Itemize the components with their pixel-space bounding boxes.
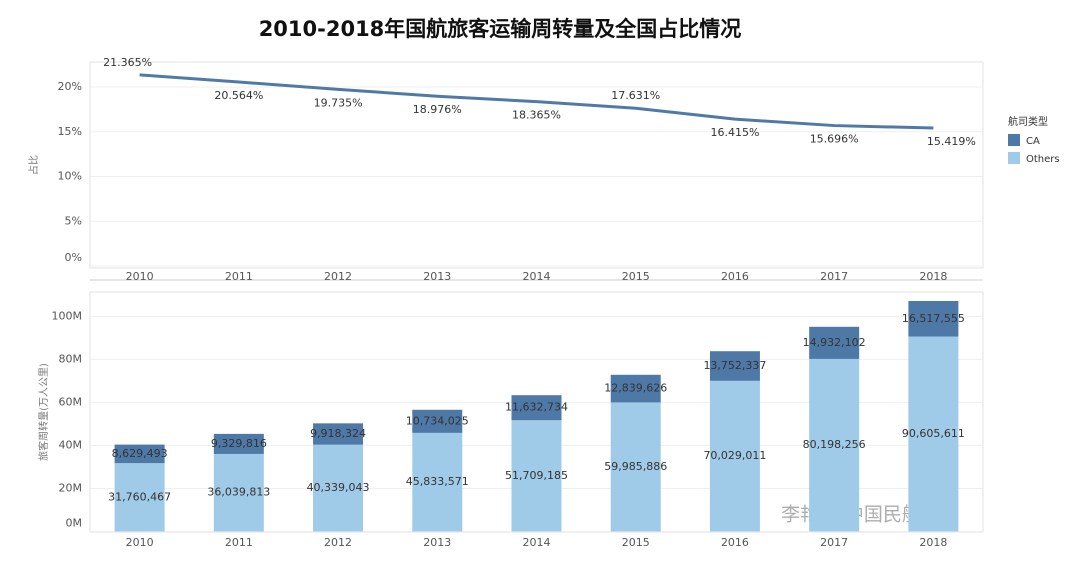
data-label: 51,709,185 xyxy=(505,469,568,482)
bar xyxy=(511,395,562,421)
data-label: 13,752,337 xyxy=(703,359,766,372)
data-label: 90,605,611 xyxy=(902,427,965,440)
data-label: 21.365% xyxy=(103,56,152,69)
y-tick-label: 10% xyxy=(58,170,82,183)
x-tick-label: 2012 xyxy=(324,270,352,283)
bar xyxy=(313,444,364,532)
panel xyxy=(89,61,984,269)
legend-title: 航司类型 xyxy=(1008,115,1048,128)
data-label: 31,760,467 xyxy=(108,490,171,503)
bar xyxy=(809,358,860,532)
data-label: 12,839,626 xyxy=(604,382,667,395)
bar xyxy=(511,420,562,532)
y-axis-label: 占比 xyxy=(27,155,40,175)
bar xyxy=(709,380,760,532)
x-tick-label: 2013 xyxy=(423,270,451,283)
line xyxy=(139,73,934,130)
bar xyxy=(709,351,760,381)
data-label: 19.735% xyxy=(314,96,363,109)
data-label: 14,932,102 xyxy=(803,336,866,349)
y-tick-label: 100M xyxy=(52,309,83,322)
data-label: 15.696% xyxy=(810,133,859,146)
data-label: 9,918,324 xyxy=(310,427,366,440)
y-tick-label: 0M xyxy=(66,517,83,530)
data-label: 9,329,816 xyxy=(211,437,267,450)
x-tick-label: 2017 xyxy=(820,270,848,283)
x-tick-label: 2013 xyxy=(423,536,451,549)
x-tick-label: 2014 xyxy=(523,270,551,283)
chart-title: 2010-2018年国航旅客运输周转量及全国占比情况 xyxy=(259,17,742,41)
bar xyxy=(213,453,264,532)
data-label: 15.419% xyxy=(927,135,976,148)
x-tick-label: 2018 xyxy=(919,270,947,283)
x-tick-label: 2017 xyxy=(820,536,848,549)
legend-swatch xyxy=(1008,134,1020,146)
data-label: 16,517,555 xyxy=(902,312,965,325)
x-tick-label: 2018 xyxy=(919,536,947,549)
y-tick-label: 60M xyxy=(59,395,83,408)
x-tick-label: 2012 xyxy=(324,536,352,549)
bar xyxy=(908,300,959,337)
bar xyxy=(610,402,661,532)
data-label: 10,734,025 xyxy=(406,414,469,427)
bar xyxy=(809,326,860,359)
bar xyxy=(412,432,463,532)
x-tick-label: 2015 xyxy=(622,270,650,283)
x-tick-label: 2010 xyxy=(126,270,154,283)
data-label: 8,629,493 xyxy=(112,447,168,460)
data-label: 18.365% xyxy=(512,109,561,122)
legend-label: CA xyxy=(1026,136,1040,147)
bar xyxy=(610,374,661,403)
data-label: 45,833,571 xyxy=(406,475,469,488)
data-label: 40,339,043 xyxy=(307,481,370,494)
bar xyxy=(213,433,264,454)
data-label: 36,039,813 xyxy=(207,486,270,499)
data-label: 16.415% xyxy=(710,126,759,139)
y-tick-label: 0% xyxy=(65,251,82,264)
y-tick-label: 15% xyxy=(58,125,82,138)
y-tick-label: 20M xyxy=(59,481,83,494)
data-label: 70,029,011 xyxy=(703,449,766,462)
y-tick-label: 80M xyxy=(59,352,83,365)
x-tick-label: 2011 xyxy=(225,270,253,283)
x-tick-label: 2014 xyxy=(523,536,551,549)
bar xyxy=(114,463,165,532)
data-label: 80,198,256 xyxy=(803,438,866,451)
x-tick-label: 2016 xyxy=(721,536,749,549)
data-label: 59,985,886 xyxy=(604,460,667,473)
bar xyxy=(908,336,959,532)
bar xyxy=(313,423,364,445)
y-axis-label: 旅客周转量(万人公里) xyxy=(37,363,50,461)
x-tick-label: 2016 xyxy=(721,270,749,283)
data-label: 20.564% xyxy=(214,89,263,102)
data-label: 18.976% xyxy=(413,103,462,116)
bar xyxy=(114,444,165,464)
y-tick-label: 20% xyxy=(58,80,82,93)
legend-label: Others xyxy=(1026,154,1060,165)
x-tick-label: 2011 xyxy=(225,536,253,549)
legend-swatch xyxy=(1008,152,1020,164)
data-label: 11,632,734 xyxy=(505,401,568,414)
bar xyxy=(412,409,463,433)
y-tick-label: 40M xyxy=(59,438,83,451)
x-tick-label: 2015 xyxy=(622,536,650,549)
data-label: 17.631% xyxy=(611,89,660,102)
x-tick-label: 2010 xyxy=(126,536,154,549)
y-tick-label: 5% xyxy=(65,214,82,227)
